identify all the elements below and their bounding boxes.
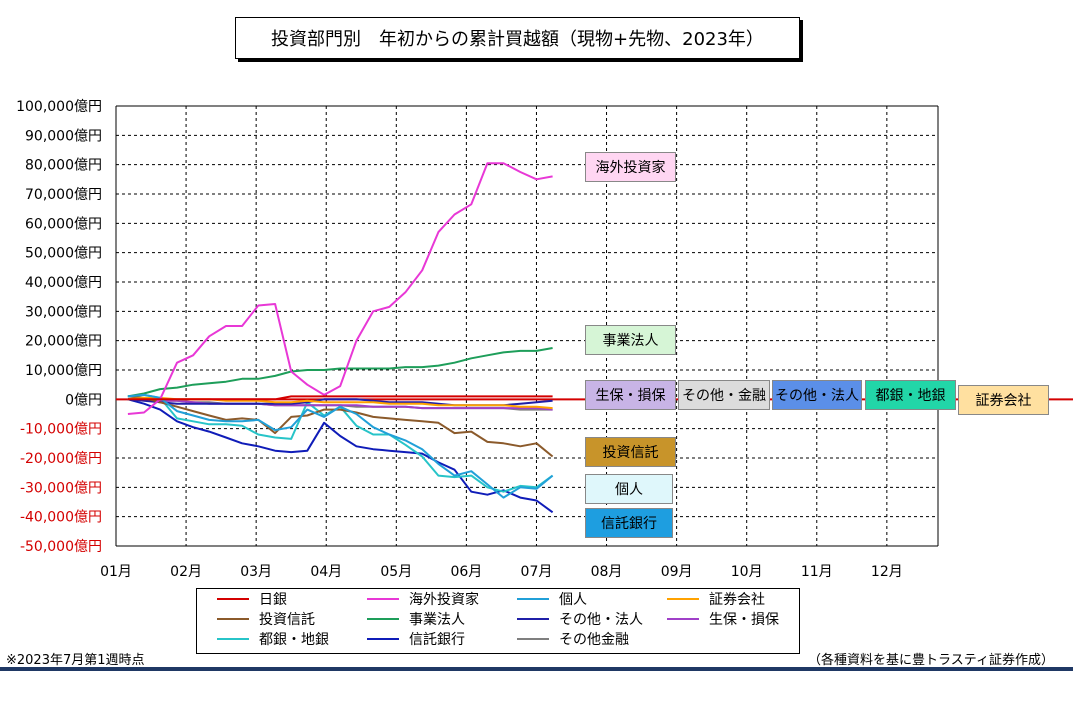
x-tick-label: 11月 xyxy=(801,564,833,580)
chart-legend: 日銀 海外投資家 個人 証券会社投資信託 事業法人 その他・法人 生保・損保都銀・地銀 信託銀… xyxy=(196,588,800,654)
annotation-事業法人: 事業法人 xyxy=(585,325,676,355)
annotation-その他・金融: その他・金融 xyxy=(678,380,770,410)
annotation-個人: 個人 xyxy=(585,474,673,504)
legend-item: 個人 xyxy=(517,590,587,608)
annotation-生保・損保: 生保・損保 xyxy=(585,380,676,410)
series-lines xyxy=(127,162,554,514)
legend-item: その他・法人 xyxy=(517,610,643,628)
y-tick-label: -30,000億円 xyxy=(20,480,102,496)
x-tick-label: 03月 xyxy=(240,564,272,580)
annotation-都銀・地銀: 都銀・地銀 xyxy=(865,380,956,410)
legend-label: その他金融 xyxy=(559,632,629,648)
legend-swatch xyxy=(517,638,549,640)
annotation-海外投資家: 海外投資家 xyxy=(585,152,676,182)
legend-label: 事業法人 xyxy=(409,612,465,628)
legend-label: 海外投資家 xyxy=(409,592,479,608)
y-tick-label: 60,000億円 xyxy=(25,216,102,232)
legend-label: 証券会社 xyxy=(709,592,765,608)
x-axis-tick-labels: 01月 02月 03月 04月 05月 06月 07月 08月 09月 10月 11月 12月 xyxy=(100,564,903,580)
y-tick-label: 100,000億円 xyxy=(16,99,102,115)
y-tick-label: -40,000億円 xyxy=(20,510,102,526)
source-note: （各種資料を基に豊トラスティ証券作成） xyxy=(808,653,1054,668)
legend-item: 証券会社 xyxy=(667,590,765,608)
series-line-日銀 xyxy=(127,395,553,401)
legend-swatch xyxy=(667,618,699,620)
grid xyxy=(115,105,1073,547)
x-tick-label: 06月 xyxy=(450,564,482,580)
legend-label: 日銀 xyxy=(259,592,287,608)
series-line-事業法人 xyxy=(127,347,553,398)
series-line-投資信託 xyxy=(127,395,554,458)
legend-label: 投資信託 xyxy=(259,612,315,628)
legend-swatch xyxy=(517,598,549,600)
legend-swatch xyxy=(367,618,399,620)
legend-item: その他金融 xyxy=(517,630,629,648)
legend-swatch xyxy=(217,618,249,620)
y-tick-label: 0億円 xyxy=(65,392,102,408)
y-tick-label: 40,000億円 xyxy=(25,275,102,291)
annotation-証券会社: 証券会社 xyxy=(958,385,1049,415)
legend-label: 個人 xyxy=(559,592,587,608)
chart-title: 投資部門別 年初からの累計買越額（現物+先物、2023年） xyxy=(235,17,800,59)
y-tick-label: 90,000億円 xyxy=(25,128,102,144)
legend-item: 都銀・地銀 xyxy=(217,630,329,648)
y-tick-label: -10,000億円 xyxy=(20,422,102,438)
legend-item: 生保・損保 xyxy=(667,610,779,628)
legend-item: 海外投資家 xyxy=(367,590,479,608)
legend-swatch xyxy=(217,598,249,600)
y-tick-label: 80,000億円 xyxy=(25,158,102,174)
legend-item: 事業法人 xyxy=(367,610,465,628)
legend-swatch xyxy=(517,618,549,620)
x-tick-label: 01月 xyxy=(100,564,132,580)
legend-label: その他・法人 xyxy=(559,612,643,628)
legend-item: 信託銀行 xyxy=(367,630,465,648)
x-tick-label: 08月 xyxy=(591,564,623,580)
annotation-投資信託: 投資信託 xyxy=(585,437,676,467)
legend-swatch xyxy=(367,598,399,600)
x-tick-label: 04月 xyxy=(310,564,342,580)
y-tick-label: 30,000億円 xyxy=(25,304,102,320)
y-tick-label: -50,000億円 xyxy=(20,539,102,555)
y-tick-label: -20,000億円 xyxy=(20,451,102,467)
legend-label: 生保・損保 xyxy=(709,612,779,628)
y-tick-label: 20,000億円 xyxy=(25,334,102,350)
date-note: ※2023年7月第1週時点 xyxy=(6,653,145,668)
x-tick-label: 07月 xyxy=(521,564,553,580)
legend-item: 日銀 xyxy=(217,590,287,608)
annotation-信託銀行: 信託銀行 xyxy=(585,508,673,538)
y-tick-label: 50,000億円 xyxy=(25,246,102,262)
x-tick-label: 02月 xyxy=(170,564,202,580)
series-line-信託銀行 xyxy=(127,398,554,514)
legend-item: 投資信託 xyxy=(217,610,315,628)
series-line-海外投資家 xyxy=(127,162,553,415)
x-tick-label: 10月 xyxy=(731,564,763,580)
x-tick-label: 05月 xyxy=(380,564,412,580)
legend-swatch xyxy=(367,638,399,640)
legend-swatch xyxy=(667,598,699,600)
legend-label: 信託銀行 xyxy=(409,632,465,648)
y-tick-label: 70,000億円 xyxy=(25,187,102,203)
series-line-個人 xyxy=(127,393,554,499)
x-tick-label: 12月 xyxy=(871,564,903,580)
footer-bar xyxy=(0,667,1073,671)
x-tick-label: 09月 xyxy=(661,564,693,580)
y-tick-label: 10,000億円 xyxy=(25,363,102,379)
legend-swatch xyxy=(217,638,249,640)
legend-label: 都銀・地銀 xyxy=(259,632,329,648)
line-chart: 100,000億円 90,000億円 80,000億円 70,000億円 60,000億… xyxy=(16,99,1073,580)
annotation-その他・法人: その他・法人 xyxy=(772,380,862,410)
y-axis-tick-labels: 100,000億円 90,000億円 80,000億円 70,000億円 60,000億… xyxy=(16,99,102,555)
